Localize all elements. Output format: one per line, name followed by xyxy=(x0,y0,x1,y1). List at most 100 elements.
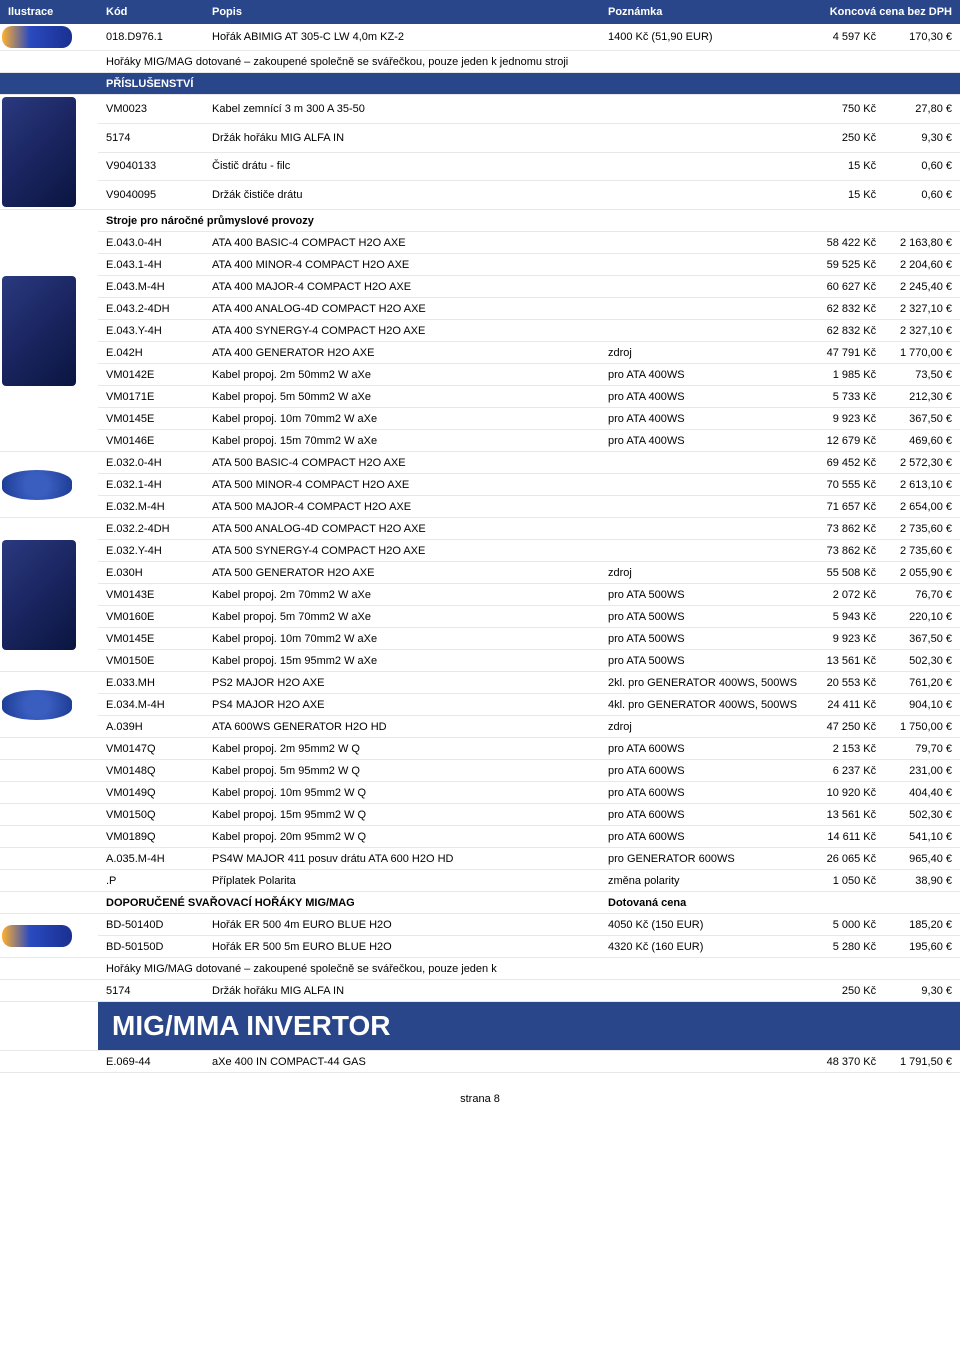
cell-kc: 70 555 Kč xyxy=(811,474,884,496)
cell-note: změna polarity xyxy=(600,870,811,892)
wide-note: Hořáky MIG/MAG dotované – zakoupené spol… xyxy=(98,958,960,980)
cell-desc: Kabel propoj. 10m 70mm2 W aXe xyxy=(204,628,600,650)
cell-code: VM0150Q xyxy=(98,804,204,826)
cell-code: VM0189Q xyxy=(98,826,204,848)
cell-code: VM0142E xyxy=(98,364,204,386)
cell-code: BD-50150D xyxy=(98,936,204,958)
cell-kc: 250 Kč xyxy=(811,123,884,152)
table-row: E.043.M-4HATA 400 MAJOR-4 COMPACT H2O AX… xyxy=(0,276,960,298)
machine-icon xyxy=(2,276,76,386)
cell-desc: Kabel propoj. 20m 95mm2 W Q xyxy=(204,826,600,848)
cell-desc: Kabel propoj. 5m 70mm2 W aXe xyxy=(204,606,600,628)
cell-eur: 185,20 € xyxy=(884,914,960,936)
cell-kc: 750 Kč xyxy=(811,95,884,124)
header-note: Poznámka xyxy=(600,0,811,24)
cell-eur: 367,50 € xyxy=(884,408,960,430)
cell-code: E.043.0-4H xyxy=(98,232,204,254)
cell-kc: 250 Kč xyxy=(811,980,884,1002)
cell-desc: Hořák ABIMIG AT 305-C LW 4,0m KZ-2 xyxy=(204,24,600,51)
cell-code: V9040133 xyxy=(98,152,204,181)
cell-desc: PS4 MAJOR H2O AXE xyxy=(204,694,600,716)
header-row: Ilustrace Kód Popis Poznámka Koncová cen… xyxy=(0,0,960,24)
cell-kc: 47 250 Kč xyxy=(811,716,884,738)
table-row: VM0143EKabel propoj. 2m 70mm2 W aXepro A… xyxy=(0,584,960,606)
cell-eur: 761,20 € xyxy=(884,672,960,694)
table-row: 018.D976.1Hořák ABIMIG AT 305-C LW 4,0m … xyxy=(0,24,960,51)
cell-note: pro ATA 600WS xyxy=(600,826,811,848)
cell-note xyxy=(600,181,811,210)
cell-desc: ATA 400 ANALOG-4D COMPACT H2O AXE xyxy=(204,298,600,320)
cell-desc: Držák hořáku MIG ALFA IN xyxy=(204,123,600,152)
cell-eur: 1 750,00 € xyxy=(884,716,960,738)
cell-kc: 1 985 Kč xyxy=(811,364,884,386)
cell-code: VM0160E xyxy=(98,606,204,628)
table-row: A.039HATA 600WS GENERATOR H2O HDzdroj47 … xyxy=(0,716,960,738)
cell-eur: 1 770,00 € xyxy=(884,342,960,364)
cell-code: 018.D976.1 xyxy=(98,24,204,51)
torch-icon xyxy=(2,26,72,48)
cell-note: pro ATA 400WS xyxy=(600,364,811,386)
cell-desc: ATA 400 MAJOR-4 COMPACT H2O AXE xyxy=(204,276,600,298)
cell-kc: 13 561 Kč xyxy=(811,650,884,672)
table-row: DOPORUČENÉ SVAŘOVACÍ HOŘÁKY MIG/MAGDotov… xyxy=(0,892,960,914)
cell-kc: 5 733 Kč xyxy=(811,386,884,408)
table-row: Stroje pro náročné průmyslové provozy xyxy=(0,210,960,232)
table-row: A.035.M-4HPS4W MAJOR 411 posuv drátu ATA… xyxy=(0,848,960,870)
table-row: E.042HATA 400 GENERATOR H2O AXEzdroj47 7… xyxy=(0,342,960,364)
table-row: .PPříplatek Polaritazměna polarity1 050 … xyxy=(0,870,960,892)
cell-code: VM0143E xyxy=(98,584,204,606)
cell-eur: 469,60 € xyxy=(884,430,960,452)
cell-desc: Držák čističe drátu xyxy=(204,181,600,210)
cell-note xyxy=(600,474,811,496)
cell-eur: 27,80 € xyxy=(884,95,960,124)
cell-eur: 38,90 € xyxy=(884,870,960,892)
cell-eur: 2 163,80 € xyxy=(884,232,960,254)
cell-code: E.032.0-4H xyxy=(98,452,204,474)
cell-code: VM0149Q xyxy=(98,782,204,804)
cable-icon xyxy=(2,690,72,720)
cell-note: 4050 Kč (150 EUR) xyxy=(600,914,811,936)
cell-kc: 12 679 Kč xyxy=(811,430,884,452)
header-code: Kód xyxy=(98,0,204,24)
header-desc: Popis xyxy=(204,0,600,24)
cell-code: E.033.MH xyxy=(98,672,204,694)
cell-code: .P xyxy=(98,870,204,892)
table-row: E.032.2-4DHATA 500 ANALOG-4D COMPACT H2O… xyxy=(0,518,960,540)
cell-eur: 965,40 € xyxy=(884,848,960,870)
cell-eur: 9,30 € xyxy=(884,123,960,152)
cell-desc: ATA 500 SYNERGY-4 COMPACT H2O AXE xyxy=(204,540,600,562)
cell-kc: 24 411 Kč xyxy=(811,694,884,716)
cell-note xyxy=(600,254,811,276)
section-note: Dotovaná cena xyxy=(600,892,811,914)
cell-note xyxy=(600,320,811,342)
cell-kc: 62 832 Kč xyxy=(811,298,884,320)
machine-icon xyxy=(2,97,76,207)
cell-eur: 220,10 € xyxy=(884,606,960,628)
cell-note: pro GENERATOR 600WS xyxy=(600,848,811,870)
cell-eur: 367,50 € xyxy=(884,628,960,650)
section-header: Stroje pro náročné průmyslové provozy xyxy=(98,210,960,232)
cell-eur: 502,30 € xyxy=(884,650,960,672)
cell-desc: Hořák ER 500 4m EURO BLUE H2O xyxy=(204,914,600,936)
cell-kc: 13 561 Kč xyxy=(811,804,884,826)
table-row: BD-50150DHořák ER 500 5m EURO BLUE H2O43… xyxy=(0,936,960,958)
table-row: E.043.Y-4HATA 400 SYNERGY-4 COMPACT H2O … xyxy=(0,320,960,342)
table-row: E.032.M-4HATA 500 MAJOR-4 COMPACT H2O AX… xyxy=(0,496,960,518)
cell-desc: Kabel propoj. 15m 70mm2 W aXe xyxy=(204,430,600,452)
cell-note: pro ATA 500WS xyxy=(600,650,811,672)
torch-icon xyxy=(2,925,72,947)
cell-code: VM0150E xyxy=(98,650,204,672)
cell-note: pro ATA 400WS xyxy=(600,430,811,452)
cell-desc: ATA 400 SYNERGY-4 COMPACT H2O AXE xyxy=(204,320,600,342)
cell-desc: PS4W MAJOR 411 posuv drátu ATA 600 H2O H… xyxy=(204,848,600,870)
cell-desc: Kabel propoj. 10m 70mm2 W aXe xyxy=(204,408,600,430)
cell-eur: 2 654,00 € xyxy=(884,496,960,518)
cell-code: VM0171E xyxy=(98,386,204,408)
cell-desc: Kabel propoj. 5m 95mm2 W Q xyxy=(204,760,600,782)
cell-desc: ATA 500 BASIC-4 COMPACT H2O AXE xyxy=(204,452,600,474)
cell-eur: 2 327,10 € xyxy=(884,298,960,320)
cell-desc: Příplatek Polarita xyxy=(204,870,600,892)
cell-kc: 15 Kč xyxy=(811,152,884,181)
cell-code: BD-50140D xyxy=(98,914,204,936)
table-row: Hořáky MIG/MAG dotované – zakoupené spol… xyxy=(0,958,960,980)
